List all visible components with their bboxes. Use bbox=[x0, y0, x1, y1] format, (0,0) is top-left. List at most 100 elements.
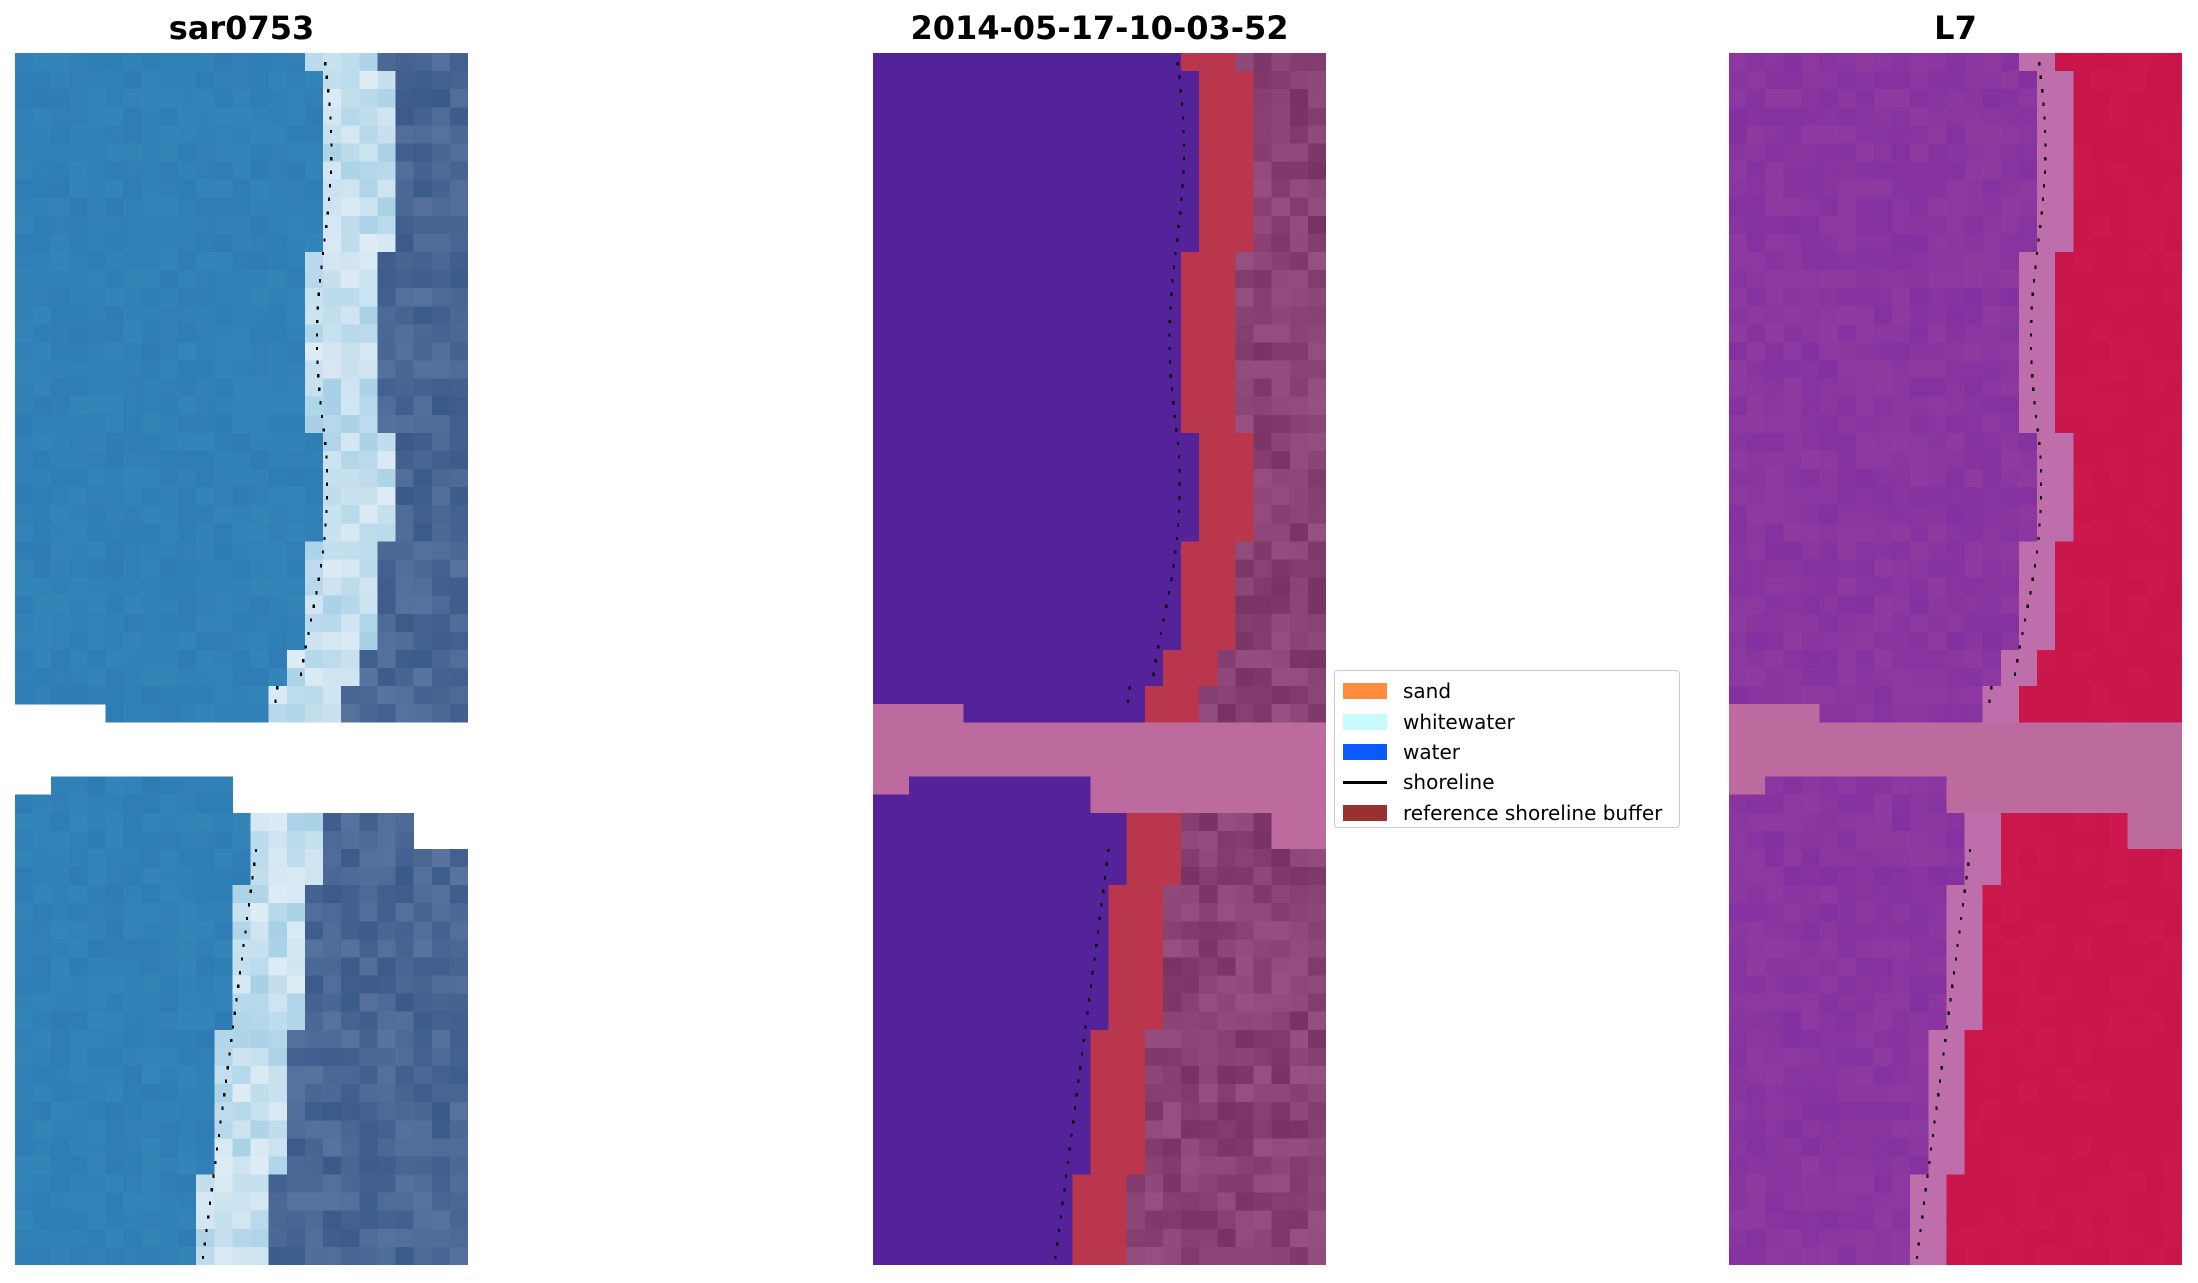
pixel bbox=[1036, 505, 1055, 524]
shoreline-point bbox=[1181, 184, 1184, 188]
pixel bbox=[2073, 577, 2092, 597]
pixel bbox=[945, 595, 964, 615]
pixel bbox=[214, 668, 233, 687]
pixel bbox=[2145, 993, 2165, 1013]
pixel bbox=[15, 523, 34, 542]
pixel bbox=[1017, 867, 1037, 886]
pixel bbox=[2109, 885, 2129, 904]
pixel bbox=[2055, 233, 2074, 253]
pixel bbox=[1235, 505, 1254, 524]
pixel bbox=[304, 867, 324, 886]
pixel bbox=[1108, 89, 1128, 108]
pixel bbox=[1199, 776, 1218, 796]
pixel bbox=[1855, 89, 1875, 108]
pixel bbox=[341, 541, 360, 560]
pixel bbox=[123, 776, 143, 796]
pixel bbox=[51, 957, 70, 976]
pixel bbox=[891, 89, 910, 108]
pixel bbox=[431, 1156, 451, 1175]
shoreline-point bbox=[1173, 414, 1176, 419]
pixel bbox=[377, 125, 396, 144]
pixel bbox=[105, 89, 125, 108]
pixel bbox=[1144, 432, 1164, 452]
shoreline-point bbox=[329, 116, 332, 120]
pixel bbox=[1289, 1102, 1309, 1121]
pixel bbox=[178, 89, 197, 108]
pixel bbox=[1271, 1246, 1291, 1265]
pixel bbox=[1199, 1192, 1218, 1212]
pixel bbox=[449, 541, 468, 560]
pixel bbox=[323, 396, 342, 416]
pixel bbox=[1144, 1102, 1164, 1121]
pixel bbox=[2037, 939, 2056, 958]
pixel bbox=[1928, 722, 1947, 741]
pixel bbox=[1783, 541, 1802, 560]
pixel bbox=[927, 794, 946, 814]
pixel bbox=[1054, 704, 1073, 723]
shoreline-point bbox=[1061, 1201, 1064, 1205]
pixel bbox=[2163, 794, 2182, 814]
pixel bbox=[1162, 1120, 1182, 1139]
pixel bbox=[1910, 432, 1929, 452]
pixel bbox=[2163, 1174, 2182, 1194]
pixel bbox=[232, 1228, 251, 1248]
pixel bbox=[33, 432, 52, 452]
pixel bbox=[1747, 342, 1766, 361]
pixel bbox=[1964, 1084, 1984, 1103]
pixel bbox=[1253, 89, 1273, 108]
pixel bbox=[1126, 215, 1146, 235]
pixel bbox=[431, 668, 451, 687]
pixel bbox=[2163, 1156, 2182, 1175]
pixel bbox=[214, 251, 233, 271]
pixel bbox=[1910, 559, 1929, 578]
pixel bbox=[1910, 631, 1929, 651]
pixel bbox=[1307, 577, 1326, 597]
pixel bbox=[1036, 686, 1055, 705]
pixel bbox=[1855, 704, 1875, 723]
pixel bbox=[341, 342, 360, 361]
pixel bbox=[945, 450, 964, 470]
pixel bbox=[123, 197, 143, 217]
pixel bbox=[51, 649, 70, 669]
pixel bbox=[963, 1246, 983, 1265]
pixel bbox=[1729, 215, 1748, 235]
pixel bbox=[1783, 975, 1802, 995]
pixel bbox=[1928, 342, 1947, 361]
pixel bbox=[1819, 812, 1839, 832]
pixel bbox=[873, 71, 892, 90]
pixel bbox=[1747, 396, 1766, 416]
pixel bbox=[927, 270, 946, 289]
shoreline-point bbox=[212, 1174, 215, 1178]
pixel bbox=[178, 848, 197, 868]
pixel bbox=[304, 704, 324, 723]
pixel bbox=[1162, 233, 1182, 253]
pixel bbox=[1982, 921, 2002, 940]
pixel bbox=[1837, 993, 1857, 1013]
pixel bbox=[1144, 975, 1164, 995]
pixel bbox=[981, 288, 1001, 307]
pixel bbox=[1271, 378, 1291, 398]
pixel bbox=[1982, 179, 2002, 199]
pixel bbox=[449, 1084, 468, 1103]
pixel bbox=[33, 125, 52, 144]
pixel bbox=[1199, 812, 1218, 832]
pixel bbox=[323, 559, 342, 578]
pixel bbox=[178, 704, 197, 723]
shoreline-point bbox=[1095, 943, 1098, 948]
pixel bbox=[1253, 686, 1273, 705]
pixel bbox=[1017, 288, 1037, 307]
pixel bbox=[232, 1102, 251, 1121]
pixel bbox=[2109, 939, 2129, 958]
pixel bbox=[1892, 233, 1911, 253]
pixel bbox=[1054, 1047, 1073, 1067]
pixel bbox=[341, 143, 360, 162]
pixel bbox=[250, 378, 270, 398]
shoreline-point bbox=[1182, 129, 1185, 134]
pixel bbox=[1837, 306, 1857, 325]
pixel bbox=[1108, 107, 1128, 126]
pixel bbox=[2109, 1047, 2129, 1067]
pixel bbox=[359, 396, 378, 416]
pixel bbox=[1054, 1228, 1073, 1248]
pixel bbox=[1819, 270, 1839, 289]
pixel bbox=[2109, 1138, 2129, 1157]
